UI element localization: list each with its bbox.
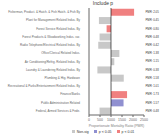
- svg-text:Office/Clerical Related Indus.: Office/Clerical Related Indus.: [41, 51, 80, 55]
- svg-text:PMR: 1.01: PMR: 1.01: [146, 84, 155, 88]
- html-text:p < 0.01: p < 0.01: [121, 129, 135, 134]
- svg-text:0: 0: [88, 118, 90, 122]
- svg-text:Laundry & Laundering Related I: Laundry & Laundering Related Indus. By: [26, 68, 81, 72]
- svg-text:Radio Telephone/Electrical Rel: Radio Telephone/Electrical Related Indus…: [20, 43, 80, 47]
- svg-text:Plumbing & Htg. Hardware: Plumbing & Htg. Hardware: [44, 76, 80, 80]
- svg-text:Plant for Management Related I: Plant for Management Related Indus. By: [26, 18, 81, 22]
- svg-text:Public Administration Related: Public Administration Related: [41, 101, 80, 105]
- svg-text:PMR: 0.48: PMR: 0.48: [146, 109, 155, 113]
- svg-text:Fisherman, Product. & Hatch. &: Fisherman, Product. & Hatch. & Fish Hatc…: [8, 10, 80, 14]
- svg-text:PMR: 0.48: PMR: 0.48: [146, 35, 155, 39]
- svg-text:1000: 1000: [107, 118, 115, 122]
- svg-text:PMR: 1.58: PMR: 1.58: [146, 76, 155, 80]
- svg-text:PMR: 0.80: PMR: 0.80: [146, 27, 155, 31]
- svg-text:2000: 2000: [129, 118, 137, 122]
- svg-text:PMR: 0.38: PMR: 0.38: [146, 68, 155, 72]
- html-text:Non-sig: Non-sig: [76, 129, 89, 134]
- svg-text:1500: 1500: [118, 118, 126, 122]
- html-text:Include p: Include p: [92, 0, 114, 6]
- svg-text:Forest Products & Woodworking: Forest Products & Woodworking Indus. var…: [22, 35, 80, 39]
- html-text:p < 0.05: p < 0.05: [98, 129, 112, 134]
- svg-text:PMR: 2.05: PMR: 2.05: [146, 10, 155, 14]
- svg-text:PMR: 1.38: PMR: 1.38: [146, 51, 155, 55]
- svg-text:Forest Service Related Indus.: Forest Service Related Indus. By: [36, 27, 80, 31]
- svg-text:Proportionate Mortality Ratio: Proportionate Mortality Ratio (PMR): [89, 124, 144, 128]
- svg-text:PMR: 0.42: PMR: 0.42: [146, 43, 155, 47]
- svg-text:Finance/Banks: Finance/Banks: [60, 92, 80, 96]
- svg-text:PMR: 1.73: PMR: 1.73: [146, 92, 155, 96]
- svg-text:PMR: 1.15: PMR: 1.15: [146, 59, 155, 63]
- svg-text:Federal, Armed Services & Fede: Federal, Armed Services & Fede.: [36, 109, 80, 113]
- svg-text:PMR: 1.57: PMR: 1.57: [146, 101, 155, 105]
- svg-text:Air Conditioning/Refrig. Relat: Air Conditioning/Refrig. Related Indus. …: [25, 60, 81, 64]
- svg-text:500: 500: [97, 118, 103, 122]
- svg-text:PMR: 0.45: PMR: 0.45: [146, 18, 155, 22]
- svg-text:Recreational & Parks/Entertain: Recreational & Parks/Entertainment Relat…: [8, 84, 80, 88]
- svg-text:2500: 2500: [140, 118, 148, 122]
